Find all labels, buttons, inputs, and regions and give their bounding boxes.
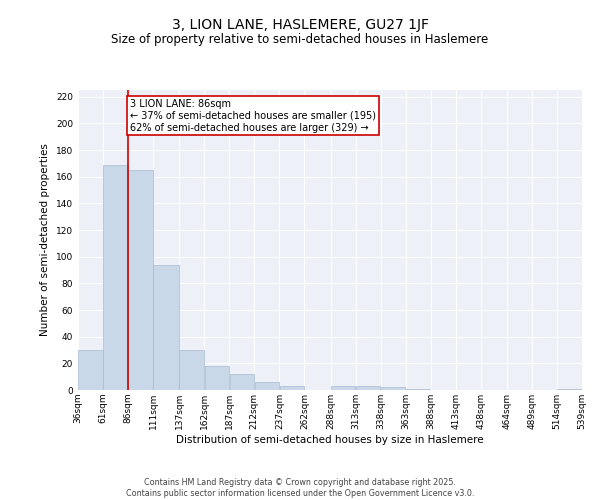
- Bar: [205, 366, 229, 390]
- Bar: [128, 170, 153, 390]
- Bar: [381, 388, 406, 390]
- Bar: [406, 388, 430, 390]
- Text: 3 LION LANE: 86sqm
← 37% of semi-detached houses are smaller (195)
62% of semi-d: 3 LION LANE: 86sqm ← 37% of semi-detache…: [130, 100, 376, 132]
- Text: Size of property relative to semi-detached houses in Haslemere: Size of property relative to semi-detach…: [112, 32, 488, 46]
- Bar: [557, 388, 582, 390]
- Bar: [103, 164, 128, 390]
- Bar: [230, 374, 254, 390]
- Text: 3, LION LANE, HASLEMERE, GU27 1JF: 3, LION LANE, HASLEMERE, GU27 1JF: [172, 18, 428, 32]
- Bar: [331, 386, 355, 390]
- Bar: [254, 382, 279, 390]
- Bar: [179, 350, 204, 390]
- Bar: [154, 264, 179, 390]
- Bar: [356, 386, 380, 390]
- X-axis label: Distribution of semi-detached houses by size in Haslemere: Distribution of semi-detached houses by …: [176, 434, 484, 444]
- Text: Contains HM Land Registry data © Crown copyright and database right 2025.
Contai: Contains HM Land Registry data © Crown c…: [126, 478, 474, 498]
- Bar: [78, 350, 103, 390]
- Y-axis label: Number of semi-detached properties: Number of semi-detached properties: [40, 144, 50, 336]
- Bar: [280, 386, 304, 390]
